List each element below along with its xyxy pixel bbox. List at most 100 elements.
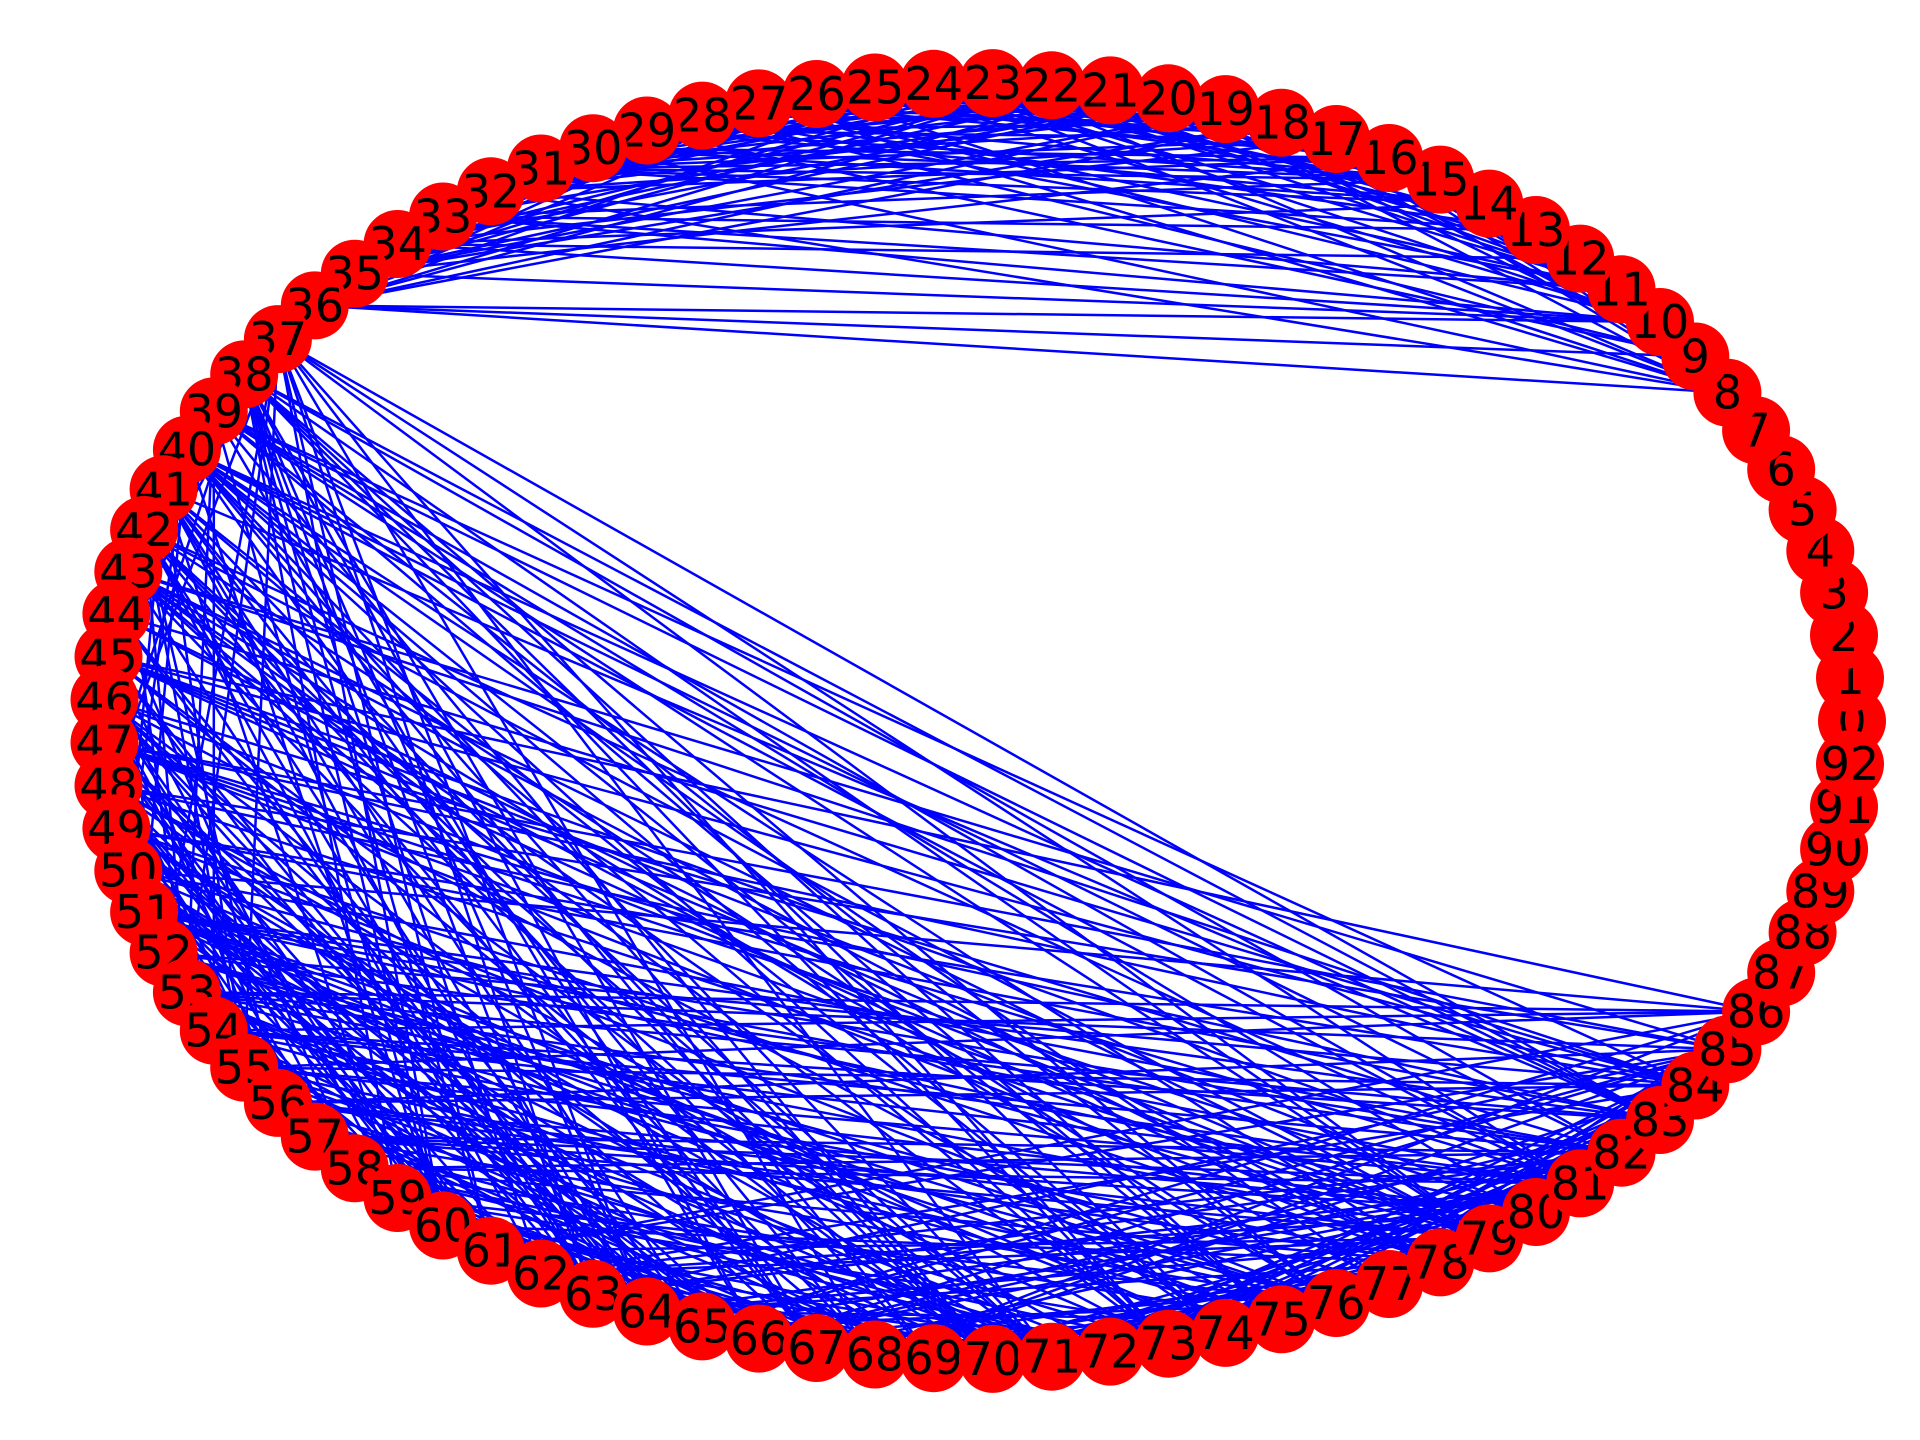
graph-node-22: 22 bbox=[1017, 51, 1086, 120]
graph-edge bbox=[127, 570, 1490, 1240]
graph-edge bbox=[213, 1029, 1282, 1321]
graph-node-28: 28 bbox=[668, 81, 737, 150]
node-circle bbox=[1355, 1250, 1424, 1318]
graph-edge bbox=[143, 910, 1581, 1185]
node-circle bbox=[612, 96, 681, 165]
graph-node-67: 67 bbox=[782, 1314, 851, 1382]
node-label: 19 bbox=[1196, 82, 1255, 136]
graph-node-92: 92 bbox=[1816, 730, 1884, 799]
node-circle bbox=[1134, 1309, 1203, 1378]
graph-edge bbox=[186, 991, 1111, 1353]
graph-edge bbox=[314, 304, 1661, 324]
node-label: 24 bbox=[904, 57, 963, 111]
graph-node-17: 17 bbox=[1302, 105, 1371, 173]
graph-edge bbox=[108, 655, 1490, 1240]
graph-edge bbox=[243, 373, 818, 1349]
graph-edge bbox=[104, 741, 1581, 1185]
graph-edge bbox=[243, 1066, 1053, 1358]
graph-edge bbox=[243, 373, 595, 1295]
node-circle bbox=[724, 69, 793, 138]
node-circle bbox=[899, 49, 968, 118]
graph-edge bbox=[244, 1066, 1537, 1214]
node-label: 68 bbox=[846, 1328, 905, 1382]
node-label: 22 bbox=[1022, 58, 1081, 112]
node-label: 29 bbox=[618, 104, 677, 158]
graph-node-62: 62 bbox=[507, 1239, 575, 1308]
graph-edge bbox=[397, 242, 1661, 324]
node-circle bbox=[1076, 1317, 1145, 1386]
node-circle bbox=[1191, 1298, 1260, 1367]
graph-edge bbox=[702, 114, 1696, 358]
node-circle bbox=[1134, 64, 1203, 133]
graph-edge bbox=[103, 698, 356, 1169]
graph-edge bbox=[127, 570, 1441, 1264]
graph-edge bbox=[186, 991, 1053, 1358]
graph-node-27: 27 bbox=[724, 69, 793, 138]
graph-node-64: 64 bbox=[612, 1277, 681, 1346]
graph-edge bbox=[213, 1029, 818, 1350]
graph-edge bbox=[143, 910, 1622, 1154]
graph-edge bbox=[104, 741, 1728, 1051]
node-circle bbox=[1247, 88, 1316, 157]
graph-edge bbox=[244, 1010, 1757, 1069]
node-circle bbox=[1406, 145, 1475, 214]
graph-edge bbox=[314, 304, 1696, 358]
graph-node-65: 65 bbox=[668, 1292, 737, 1361]
node-circle bbox=[1247, 1285, 1316, 1354]
node-label: 26 bbox=[787, 67, 846, 121]
graph-edge bbox=[186, 991, 1757, 1013]
graph-edge bbox=[108, 784, 1728, 1051]
graph-edge bbox=[354, 272, 1661, 324]
graph-edge bbox=[127, 570, 1170, 1345]
graph-node-23: 23 bbox=[958, 49, 1027, 118]
graph-edge bbox=[276, 338, 445, 1226]
graph-edge bbox=[277, 1101, 1441, 1264]
graph-edge bbox=[243, 373, 1338, 1304]
graph-edge bbox=[108, 655, 1696, 1087]
graph-edge bbox=[107, 784, 1169, 1345]
graph-edge bbox=[116, 826, 1661, 1122]
graph-edge bbox=[143, 529, 818, 1349]
graph-edge bbox=[540, 167, 1490, 205]
graph-edge bbox=[213, 1029, 1661, 1122]
graph-edge bbox=[592, 146, 1728, 394]
graph-edge bbox=[397, 97, 1169, 246]
node-circle bbox=[612, 1277, 681, 1346]
node-label: 65 bbox=[673, 1299, 732, 1353]
graph-node-26: 26 bbox=[782, 60, 851, 128]
graph-edge bbox=[490, 1010, 1757, 1252]
graph-edge bbox=[277, 338, 1661, 1122]
graph-edge bbox=[758, 1151, 1622, 1340]
node-label: 75 bbox=[1252, 1292, 1311, 1346]
graph-edge bbox=[213, 1029, 1622, 1154]
graph-edge bbox=[127, 869, 648, 1313]
graph-edge bbox=[143, 528, 1337, 1305]
graph-edge bbox=[490, 137, 1337, 193]
graph-edge bbox=[186, 448, 1170, 1345]
graph-edge bbox=[213, 410, 1490, 1240]
graph-edge bbox=[758, 102, 1661, 324]
node-label: 67 bbox=[787, 1321, 846, 1375]
node-label: 73 bbox=[1139, 1317, 1198, 1371]
graph-edge bbox=[277, 1101, 1490, 1240]
graph-node-75: 75 bbox=[1247, 1285, 1316, 1354]
graph-edge bbox=[103, 698, 492, 1252]
graph-edge bbox=[592, 1151, 1622, 1296]
graph-node-21: 21 bbox=[1076, 56, 1145, 125]
graph-node-72: 72 bbox=[1076, 1317, 1145, 1386]
graph-edge bbox=[127, 570, 1053, 1358]
graph-edge bbox=[103, 741, 492, 1252]
graph-node-25: 25 bbox=[840, 53, 909, 122]
graph-node-74: 74 bbox=[1191, 1298, 1260, 1367]
node-circle bbox=[1355, 124, 1424, 192]
graph-edge bbox=[816, 92, 1728, 394]
graph-edge bbox=[186, 991, 994, 1361]
graph-edge bbox=[185, 449, 445, 1226]
graph-edge bbox=[874, 1010, 1757, 1356]
node-label: 64 bbox=[618, 1285, 677, 1339]
node-circle bbox=[840, 53, 909, 122]
graph-node-63: 63 bbox=[559, 1259, 628, 1328]
graph-edge bbox=[104, 698, 1622, 1154]
graph-node-69: 69 bbox=[899, 1324, 968, 1393]
graph-edge bbox=[163, 951, 1390, 1286]
